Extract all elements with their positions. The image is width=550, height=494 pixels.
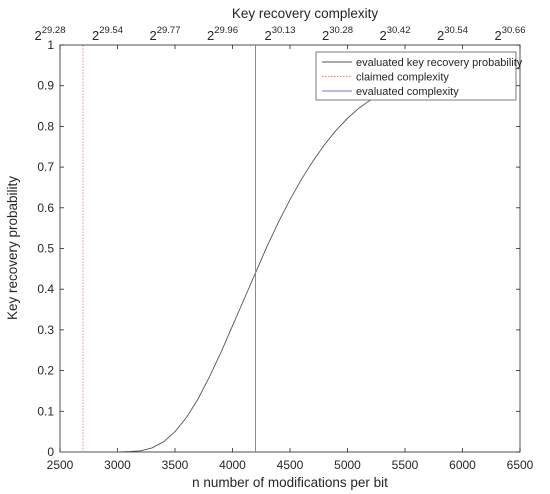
y-axis-label: Key recovery probability: [5, 176, 20, 320]
top-tick-base: 2: [34, 28, 41, 43]
top-tick-label: 230.13: [264, 25, 295, 43]
top-tick-label: 230.28: [322, 25, 353, 43]
x-tick-label: 2500: [47, 458, 74, 472]
top-tick-exponent: 30.13: [272, 25, 296, 36]
chart-title: Key recovery complexity: [232, 6, 379, 21]
top-tick-exponent: 29.77: [157, 25, 181, 36]
y-tick-label: 0.7: [37, 160, 54, 174]
y-tick-label: 1: [47, 38, 54, 52]
y-tick-label: 0.1: [37, 404, 54, 418]
y-tick-label: 0.9: [37, 79, 54, 93]
x-tick-label: 4500: [277, 458, 304, 472]
top-tick-base: 2: [207, 28, 214, 43]
top-tick-label: 229.96: [207, 25, 238, 43]
top-tick-exponent: 30.28: [329, 25, 353, 36]
x-tick-label: 3500: [162, 458, 189, 472]
top-tick-label: 230.54: [437, 25, 468, 43]
top-tick-base: 2: [322, 28, 329, 43]
legend-label: evaluated key recovery probability: [356, 57, 523, 69]
legend-box: [315, 51, 517, 101]
top-tick-exponent: 29.28: [42, 25, 66, 36]
x-tick-label: 5500: [392, 458, 419, 472]
legend-label: claimed complexity: [356, 72, 449, 84]
top-tick-exponent: 30.42: [387, 25, 411, 36]
plot-area: [59, 44, 521, 453]
y-tick-label: 0.6: [37, 201, 54, 215]
top-tick-exponent: 29.96: [214, 25, 238, 36]
y-axis: 0 0.1 0.2 0.3 0.4 0.5 0.6 0.7 0.8 0.9 1: [37, 38, 520, 459]
top-tick-label: 229.54: [92, 25, 123, 43]
legend: evaluated key recovery probability claime…: [315, 51, 523, 101]
x-tick-label: 5000: [334, 458, 361, 472]
x-tick-label: 4000: [219, 458, 246, 472]
top-tick-base: 2: [379, 28, 386, 43]
top-tick-base: 2: [264, 28, 271, 43]
x-tick-label: 3000: [104, 458, 131, 472]
top-tick-exponent: 29.54: [99, 25, 123, 36]
top-tick-base: 2: [92, 28, 99, 43]
y-tick-label: 0.5: [37, 242, 54, 256]
legend-label: evaluated complexity: [356, 86, 459, 98]
x-axis-label: n number of modifications per bit: [192, 475, 388, 490]
top-tick-exponent: 30.66: [502, 25, 526, 36]
top-tick-exponent: 30.54: [444, 25, 468, 36]
y-tick-label: 0.8: [37, 119, 54, 133]
top-tick-base: 2: [494, 28, 501, 43]
top-tick-label: 230.42: [379, 25, 410, 43]
y-tick-label: 0.4: [37, 282, 54, 296]
top-tick-label: 229.77: [149, 25, 180, 43]
y-tick-label: 0: [47, 445, 54, 459]
x-axis: 2500 3000 3500 4000 4500 5000 5500 6000 6500: [47, 45, 534, 472]
y-tick-label: 0.3: [37, 323, 54, 337]
top-tick-base: 2: [437, 28, 444, 43]
x-tick-label: 6000: [449, 458, 476, 472]
top-tick-base: 2: [149, 28, 156, 43]
top-tick-label: 230.66: [494, 25, 525, 43]
top-tick-label: 229.28: [34, 25, 65, 43]
y-tick-label: 0.2: [37, 364, 54, 378]
top-axis: 229.28 229.54 229.77 229.96 230.13 230.28 230.…: [34, 25, 525, 43]
x-tick-label: 6500: [507, 458, 534, 472]
